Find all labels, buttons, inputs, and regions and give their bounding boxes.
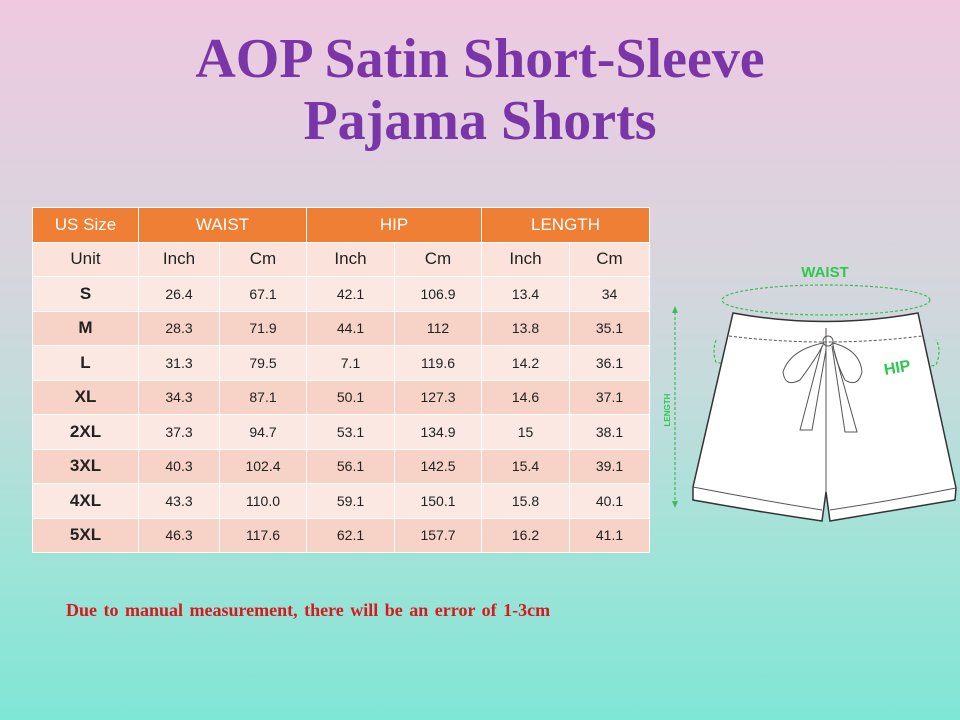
value-cell: 26.4 <box>138 276 220 312</box>
table-row: M 28.3 71.9 44.1 112 13.8 35.1 <box>32 310 650 346</box>
value-cell: 46.3 <box>138 517 220 553</box>
value-cell: 42.1 <box>306 276 395 312</box>
unit-cell: Unit <box>32 241 139 277</box>
value-cell: 40.3 <box>138 448 220 484</box>
unit-cell: Inch <box>306 241 395 277</box>
value-cell: 119.6 <box>394 345 482 381</box>
value-cell: 112 <box>394 310 482 346</box>
size-cell: 5XL <box>32 517 139 553</box>
table-row: 3XL 40.3 102.4 56.1 142.5 15.4 39.1 <box>32 448 650 484</box>
unit-cell: Cm <box>569 241 650 277</box>
page-title-line-1: AOP Satin Short-Sleeve <box>195 28 765 90</box>
unit-cell: Inch <box>138 241 220 277</box>
value-cell: 37.1 <box>569 379 650 415</box>
value-cell: 59.1 <box>306 483 395 519</box>
group-header-row: US Size WAIST HIP LENGTH <box>32 207 650 243</box>
size-cell: L <box>32 345 139 381</box>
value-cell: 62.1 <box>306 517 395 553</box>
value-cell: 67.1 <box>219 276 307 312</box>
value-cell: 37.3 <box>138 414 220 450</box>
shorts-outline <box>692 312 957 522</box>
shorts-diagram: WAIST HIP LENGTH <box>663 264 957 522</box>
value-cell: 50.1 <box>306 379 395 415</box>
value-cell: 94.7 <box>219 414 307 450</box>
value-cell: 157.7 <box>394 517 482 553</box>
value-cell: 40.1 <box>569 483 650 519</box>
header-length: LENGTH <box>481 207 650 243</box>
value-cell: 53.1 <box>306 414 395 450</box>
table-row: S 26.4 67.1 42.1 106.9 13.4 34 <box>32 276 650 312</box>
unit-cell: Cm <box>394 241 482 277</box>
table-row: XL 34.3 87.1 50.1 127.3 14.6 37.1 <box>32 379 650 415</box>
size-cell: 2XL <box>32 414 139 450</box>
size-cell: 3XL <box>32 448 139 484</box>
value-cell: 87.1 <box>219 379 307 415</box>
measurement-note: Due to manual measurement, there will be… <box>66 600 551 620</box>
value-cell: 110.0 <box>219 483 307 519</box>
size-cell: M <box>32 310 139 346</box>
table-row: 2XL 37.3 94.7 53.1 134.9 15 38.1 <box>32 414 650 450</box>
waist-label: WAIST <box>801 264 849 281</box>
value-cell: 56.1 <box>306 448 395 484</box>
value-cell: 71.9 <box>219 310 307 346</box>
header-us-size: US Size <box>32 207 139 243</box>
header-waist: WAIST <box>138 207 307 243</box>
value-cell: 102.4 <box>219 448 307 484</box>
table-row: 4XL 43.3 110.0 59.1 150.1 15.8 40.1 <box>32 483 650 519</box>
value-cell: 14.2 <box>481 345 570 381</box>
value-cell: 106.9 <box>394 276 482 312</box>
unit-row: Unit Inch Cm Inch Cm Inch Cm <box>32 241 650 277</box>
value-cell: 31.3 <box>138 345 220 381</box>
table-row: L 31.3 79.5 7.1 119.6 14.2 36.1 <box>32 345 650 381</box>
size-cell: 4XL <box>32 483 139 519</box>
waist-measure-line <box>721 284 931 316</box>
value-cell: 34 <box>569 276 650 312</box>
value-cell: 44.1 <box>306 310 395 346</box>
value-cell: 15.8 <box>481 483 570 519</box>
value-cell: 7.1 <box>306 345 395 381</box>
unit-cell: Inch <box>481 241 570 277</box>
value-cell: 41.1 <box>569 517 650 553</box>
size-cell: S <box>32 276 139 312</box>
value-cell: 134.9 <box>394 414 482 450</box>
table-row: 5XL 46.3 117.6 62.1 157.7 16.2 41.1 <box>32 517 650 553</box>
arrow-up-icon <box>672 306 678 313</box>
page-title-line-2: Pajama Shorts <box>303 90 657 152</box>
header-hip: HIP <box>306 207 482 243</box>
value-cell: 35.1 <box>569 310 650 346</box>
value-cell: 38.1 <box>569 414 650 450</box>
arrow-down-icon <box>672 501 678 508</box>
value-cell: 13.8 <box>481 310 570 346</box>
value-cell: 14.6 <box>481 379 570 415</box>
value-cell: 15.4 <box>481 448 570 484</box>
value-cell: 43.3 <box>138 483 220 519</box>
value-cell: 28.3 <box>138 310 220 346</box>
value-cell: 36.1 <box>569 345 650 381</box>
value-cell: 150.1 <box>394 483 482 519</box>
value-cell: 142.5 <box>394 448 482 484</box>
value-cell: 16.2 <box>481 517 570 553</box>
value-cell: 117.6 <box>219 517 307 553</box>
size-chart-table: US Size WAIST HIP LENGTH Unit Inch Cm In… <box>32 207 650 553</box>
value-cell: 15 <box>481 414 570 450</box>
value-cell: 13.4 <box>481 276 570 312</box>
size-cell: XL <box>32 379 139 415</box>
value-cell: 127.3 <box>394 379 482 415</box>
length-label: LENGTH <box>663 393 672 426</box>
value-cell: 34.3 <box>138 379 220 415</box>
value-cell: 39.1 <box>569 448 650 484</box>
unit-cell: Cm <box>219 241 307 277</box>
value-cell: 79.5 <box>219 345 307 381</box>
hip-label: HIP <box>883 358 913 379</box>
